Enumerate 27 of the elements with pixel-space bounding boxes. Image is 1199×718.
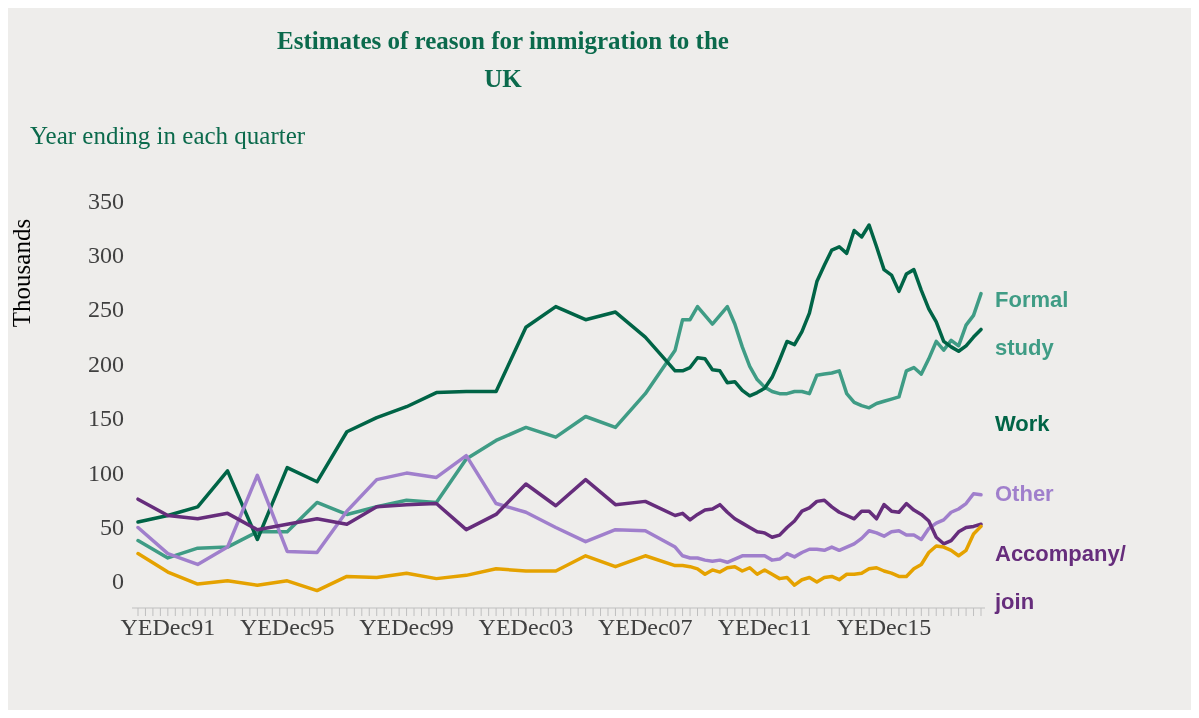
y-tick-label: 0 [112,568,124,595]
line-series [136,524,983,593]
x-tick-label: YEDec11 [717,614,812,641]
x-tick-label: YEDec07 [597,614,693,641]
text: Work [995,410,1051,438]
chart-subtitle: Year ending in each quarter [30,122,306,150]
y-tick-label: 350 [88,187,124,214]
y-tick-label: 150 [88,405,124,432]
x-tick-label: YEDec15 [836,614,932,641]
line-series [136,223,983,542]
x-tick-label: YEDec95 [239,614,335,641]
series-label: Other [995,480,1055,508]
line-series [136,453,983,567]
y-tick-label: 300 [88,241,124,268]
line-series [136,477,983,546]
y-tick-label: 250 [88,296,124,323]
y-tick-label: 50 [100,513,124,540]
y-tick-label: 100 [88,459,124,486]
chart-title: Estimates of reason for immigration to the UK [276,26,730,94]
x-tick-label: YEDec03 [478,614,574,641]
y-tick-label: 200 [88,350,124,377]
x-tick-label: YEDec99 [359,614,454,641]
text: Accompany/join [995,541,1126,614]
series-label: Formal study [995,286,1070,362]
x-tick-label: YEDec91 [120,614,216,641]
y-axis-title: Thousands [8,218,36,328]
line-series [136,291,983,560]
